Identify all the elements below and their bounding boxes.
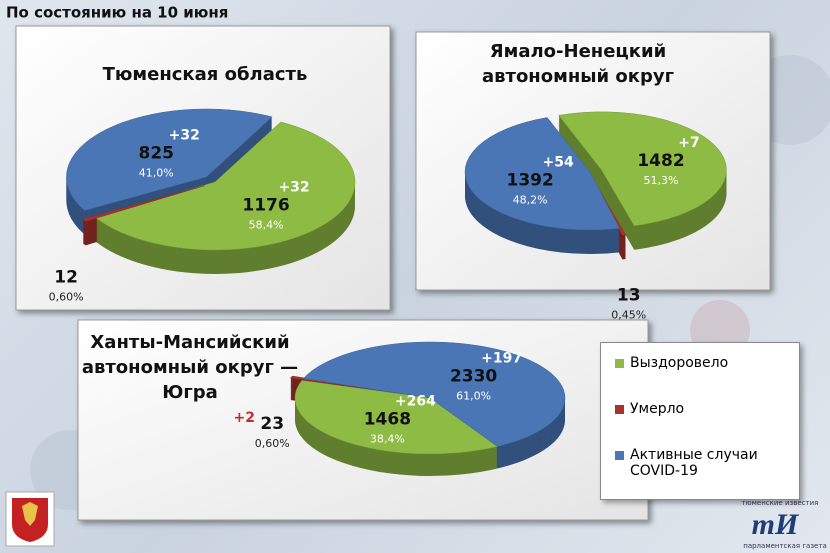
share-label: 51,3% [644, 174, 679, 187]
legend-item: Выздоровело [615, 355, 790, 371]
slice [303, 341, 566, 447]
chart-title: автономный округ — [82, 357, 298, 378]
logo: тюменские известия тИ парламентская газе… [742, 499, 827, 550]
delta-label: +197 [481, 351, 522, 367]
value-label: 825 [138, 143, 174, 163]
value-label: 12 [54, 267, 78, 287]
share-label: 48,2% [513, 193, 548, 206]
legend-swatch [615, 405, 624, 414]
slice [464, 117, 620, 231]
value-label: 13 [617, 286, 641, 306]
slice [294, 380, 499, 455]
logo-mark: тИ [752, 508, 800, 541]
slice [95, 121, 356, 251]
legend: Выздоровело Умерло Активные случаи COVID-1… [600, 342, 800, 500]
legend-swatch [615, 359, 624, 368]
value-label: 1176 [242, 195, 289, 215]
slice [558, 111, 727, 227]
value-label: 2330 [450, 367, 497, 387]
legend-label: Умерло [630, 401, 685, 417]
slice [82, 185, 205, 222]
delta-label: +32 [169, 127, 200, 143]
delta-label: +32 [278, 179, 309, 195]
logo-bottom: парламентская газета [743, 542, 826, 550]
header: По состоянию на 10 июня [6, 4, 228, 22]
chart-title: автономный округ [482, 66, 674, 87]
chart-title: Ямало-Ненецкий [490, 41, 666, 62]
share-label: 41,0% [139, 166, 174, 179]
delta-label: +7 [678, 135, 699, 151]
logo-top: тюменские известия [742, 499, 819, 507]
chart-title: Тюменская область [103, 64, 308, 85]
share-label: 0,60% [255, 437, 290, 450]
value-label: 1468 [364, 410, 411, 430]
share-label: 61,0% [456, 390, 491, 403]
value-label: 23 [260, 414, 284, 434]
chart-title: Ханты-Мансийский [90, 332, 289, 353]
emblem [5, 491, 55, 547]
slice [66, 108, 273, 211]
share-label: 0,45% [611, 309, 646, 322]
share-label: 58,4% [249, 218, 284, 231]
share-label: 38,4% [370, 433, 405, 446]
value-label: 1392 [507, 170, 554, 190]
share-label: 0,60% [49, 290, 84, 303]
delta-label: +54 [543, 154, 574, 170]
legend-swatch [615, 451, 624, 460]
legend-label: Активные случаи COVID-19 [630, 447, 758, 479]
legend-item: Умерло [615, 401, 790, 417]
legend-item: Активные случаи COVID-19 [615, 447, 790, 479]
delta-label: +2 [233, 410, 254, 426]
delta-label: +264 [395, 394, 436, 410]
value-label: 1482 [637, 151, 684, 171]
legend-label: Выздоровело [630, 355, 729, 371]
chart-title: Югра [162, 382, 218, 403]
